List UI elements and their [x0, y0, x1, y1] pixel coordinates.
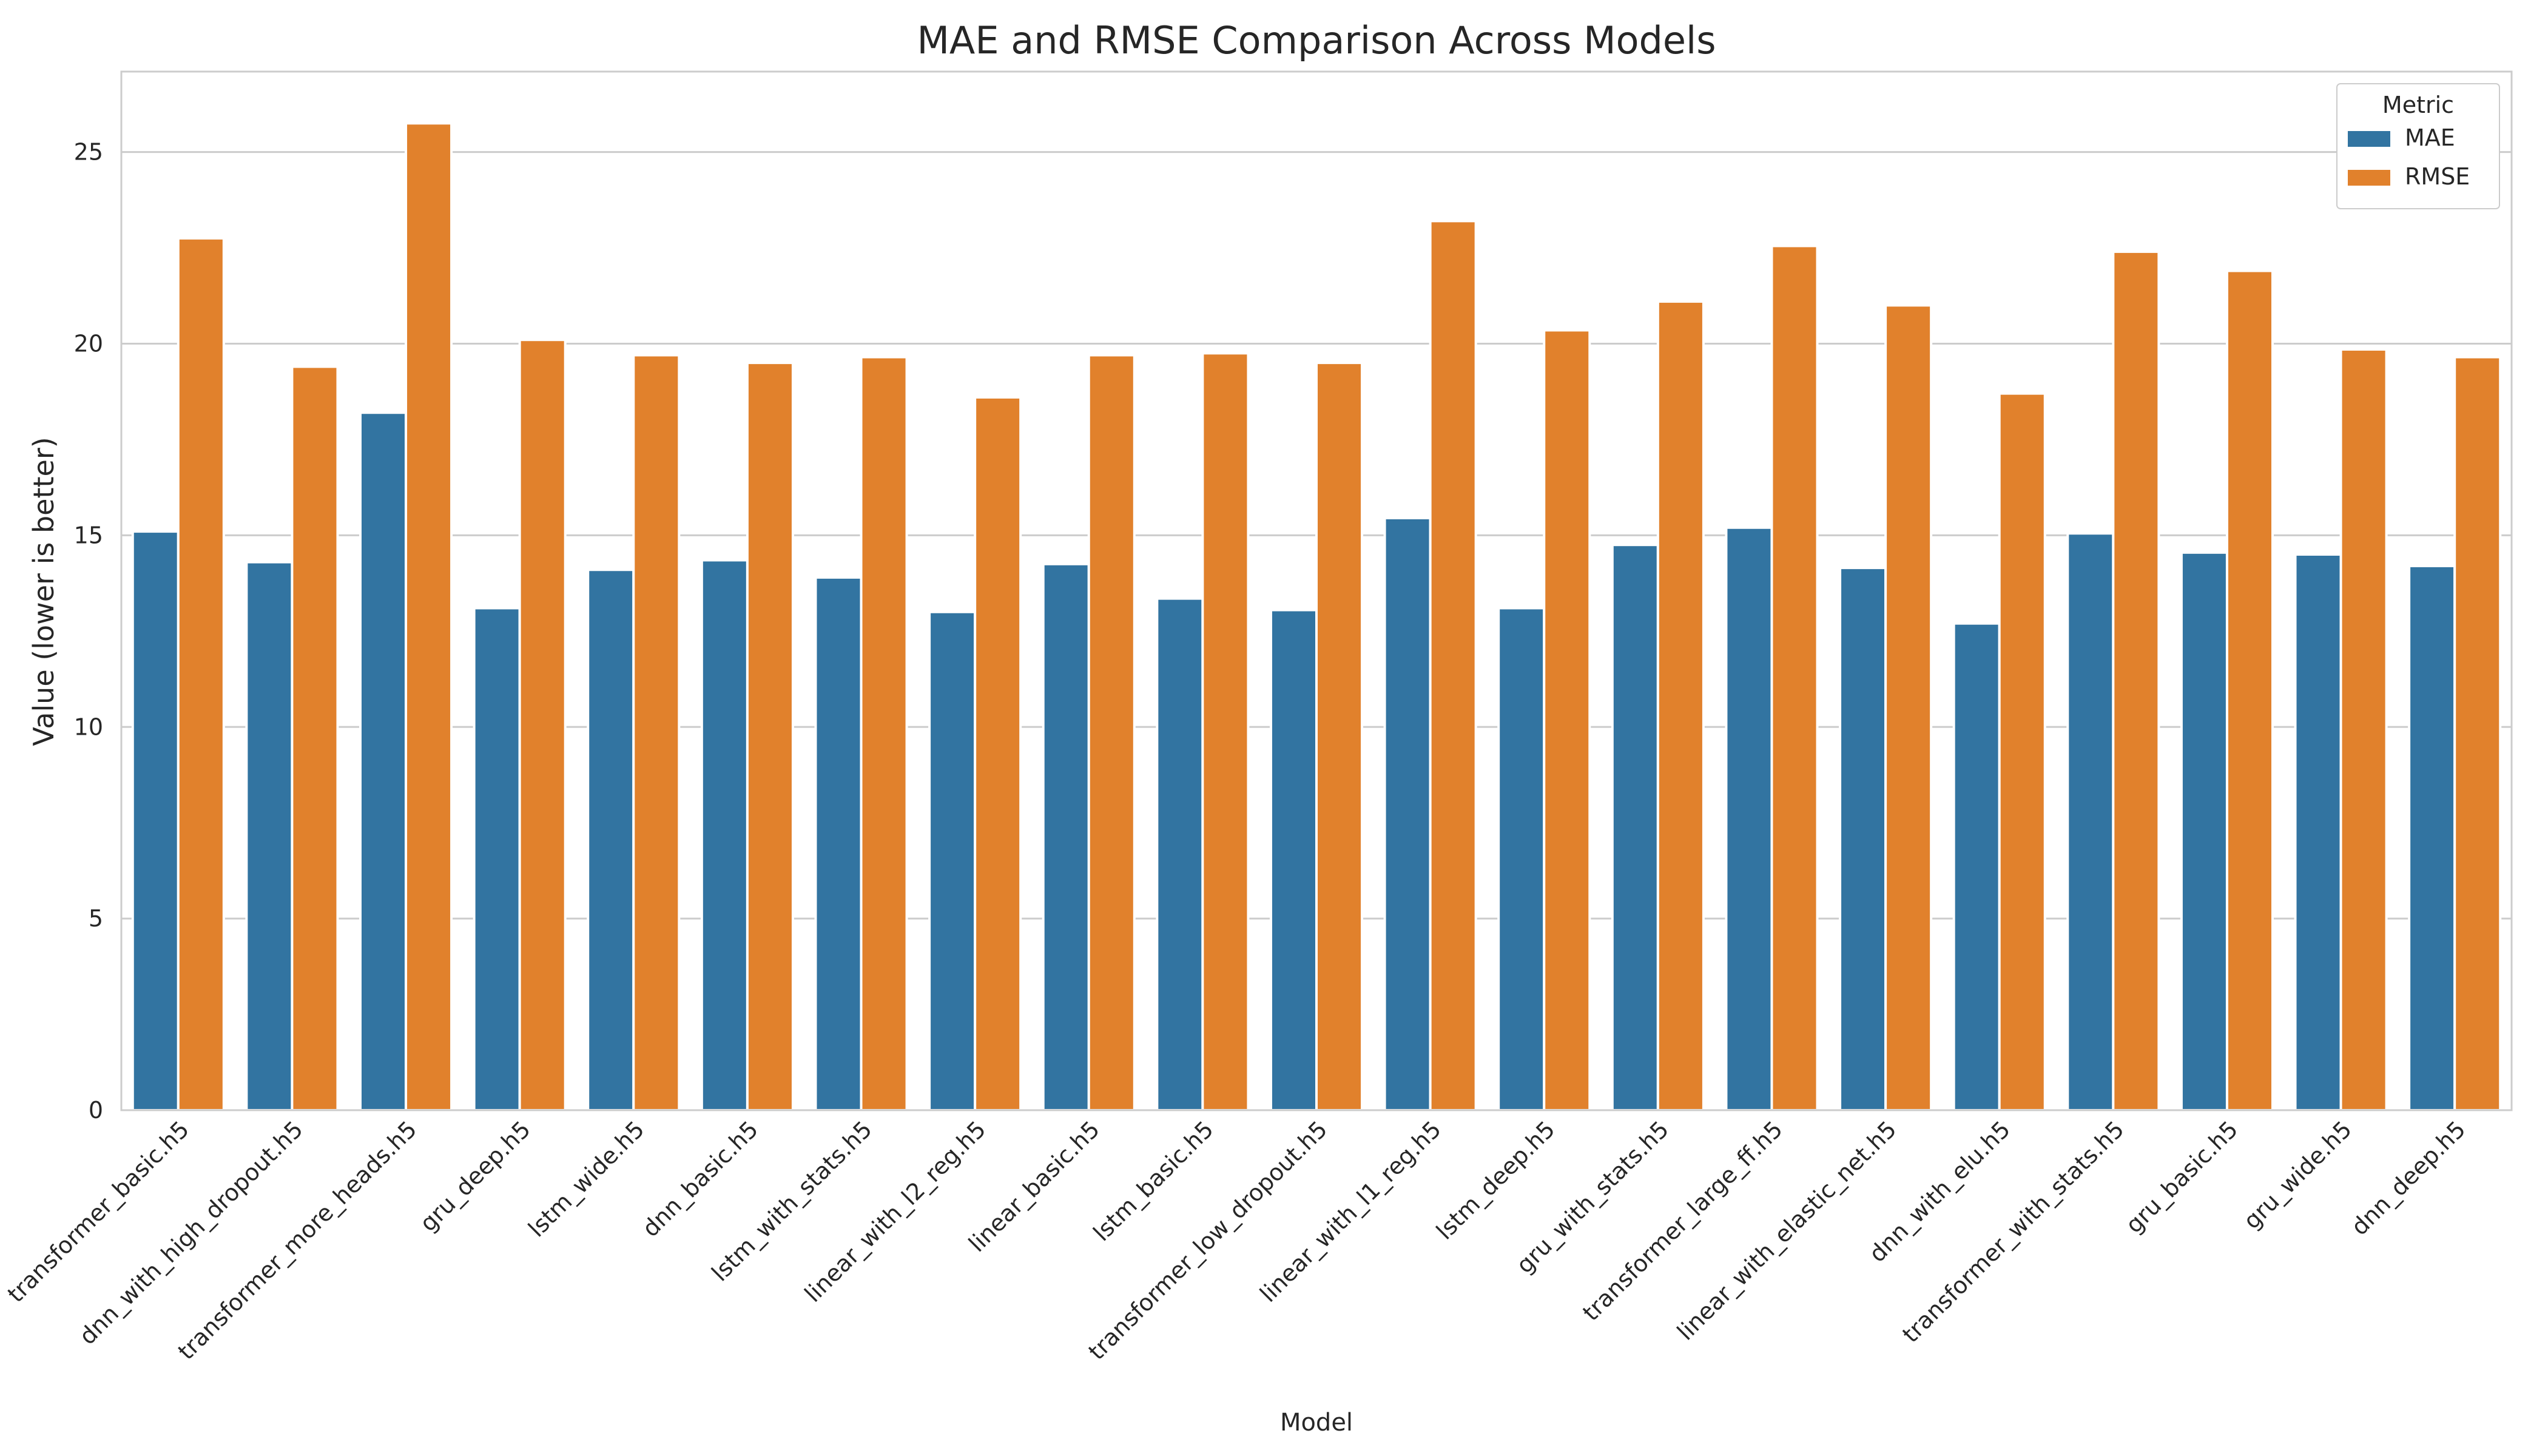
y-tick-label: 20	[74, 331, 103, 357]
bar-mae-6	[814, 576, 863, 1111]
x-tick-label: gru_deep.h5	[415, 1116, 536, 1237]
bar-rmse-6	[860, 356, 908, 1111]
y-tick-label: 10	[74, 713, 103, 740]
bar-rmse-5	[746, 362, 794, 1112]
legend-items: MAE RMSE	[2348, 124, 2470, 190]
bar-rmse-11	[1429, 220, 1477, 1112]
x-tick-label: dnn_deep.h5	[2346, 1116, 2471, 1241]
bar-rmse-1	[291, 365, 339, 1111]
bar-rmse-8	[1087, 354, 1136, 1111]
chart-title: MAE and RMSE Comparison Across Models	[917, 18, 1716, 62]
bar-mae-3	[473, 607, 521, 1111]
bar-rmse-3	[518, 339, 567, 1112]
x-tick-label: lstm_deep.h5	[1431, 1116, 1560, 1245]
y-tick-label: 5	[89, 905, 103, 932]
bar-mae-16	[1952, 622, 2001, 1111]
bar-rmse-20	[2453, 356, 2502, 1111]
x-tick-label: dnn_with_high_dropout.h5	[74, 1116, 308, 1350]
bar-rmse-19	[2339, 348, 2388, 1112]
y-tick-labels: 0 5 10 15 20 25	[74, 139, 103, 1124]
bar-rmse-14	[1770, 244, 1819, 1112]
x-tick-label: lstm_basic.h5	[1088, 1116, 1219, 1246]
x-tick-label: transformer_low_dropout.h5	[1084, 1116, 1333, 1365]
bars	[131, 122, 2502, 1112]
bar-mae-17	[2066, 532, 2115, 1111]
x-tick-label: linear_with_elastic_net.h5	[1672, 1116, 1901, 1345]
bar-rmse-4	[632, 354, 681, 1111]
bar-rmse-13	[1656, 300, 1705, 1111]
bar-mae-1	[245, 561, 294, 1111]
legend-label-mae: MAE	[2405, 124, 2455, 151]
bar-mae-18	[2180, 551, 2228, 1111]
bar-rmse-17	[2112, 250, 2160, 1111]
bar-rmse-10	[1315, 362, 1364, 1112]
x-tick-labels: transformer_basic.h5dnn_with_high_dropou…	[2, 1116, 2471, 1365]
bar-rmse-12	[1543, 329, 1591, 1111]
x-tick-label: gru_basic.h5	[2120, 1116, 2243, 1238]
bar-rmse-18	[2225, 269, 2274, 1111]
bar-rmse-2	[405, 122, 453, 1111]
bar-mae-12	[1497, 607, 1546, 1111]
y-tick-label: 0	[89, 1097, 103, 1124]
bar-mae-11	[1383, 516, 1432, 1111]
x-tick-label: transformer_basic.h5	[2, 1116, 194, 1307]
legend: Metric MAE RMSE	[2336, 83, 2500, 209]
legend-swatch-mae	[2348, 131, 2390, 147]
x-tick-label: transformer_large_ff.h5	[1577, 1116, 1788, 1326]
legend-title: Metric	[2382, 92, 2454, 118]
bar-mae-2	[359, 411, 408, 1111]
bar-mae-7	[928, 610, 977, 1111]
x-tick-label: gru_wide.h5	[2239, 1116, 2357, 1234]
bar-rmse-16	[1998, 392, 2046, 1111]
bar-rmse-15	[1884, 304, 1933, 1112]
x-tick-label: linear_with_l1_reg.h5	[1255, 1116, 1446, 1307]
bar-mae-19	[2294, 553, 2342, 1111]
bar-mae-20	[2408, 564, 2456, 1111]
x-tick-label: transformer_more_heads.h5	[173, 1116, 422, 1365]
bar-mae-5	[700, 559, 749, 1111]
y-axis-label: Value (lower is better)	[27, 437, 60, 746]
bar-mae-13	[1611, 544, 1659, 1111]
bar-mae-8	[1042, 562, 1090, 1111]
legend-swatch-rmse	[2348, 170, 2390, 186]
y-tick-label: 15	[74, 522, 103, 548]
legend-label-rmse: RMSE	[2405, 163, 2470, 190]
x-tick-label: linear_with_l2_reg.h5	[800, 1116, 991, 1307]
x-axis-label: Model	[1280, 1409, 1353, 1437]
x-tick-label: dnn_basic.h5	[637, 1116, 763, 1242]
bar-mae-10	[1269, 608, 1318, 1111]
bar-mae-14	[1725, 526, 1773, 1111]
x-tick-label: lstm_wide.h5	[523, 1116, 649, 1242]
bar-rmse-0	[177, 237, 225, 1111]
y-tick-label: 25	[74, 139, 103, 166]
bar-mae-15	[1839, 567, 1887, 1111]
x-tick-label: transformer_with_stats.h5	[1897, 1116, 2129, 1348]
bar-rmse-7	[974, 396, 1022, 1112]
plot-frame	[120, 70, 2513, 1111]
bar-mae-4	[587, 568, 635, 1111]
bar-rmse-9	[1201, 352, 1250, 1111]
bar-mae-0	[131, 530, 180, 1111]
bar-mae-9	[1156, 597, 1204, 1111]
